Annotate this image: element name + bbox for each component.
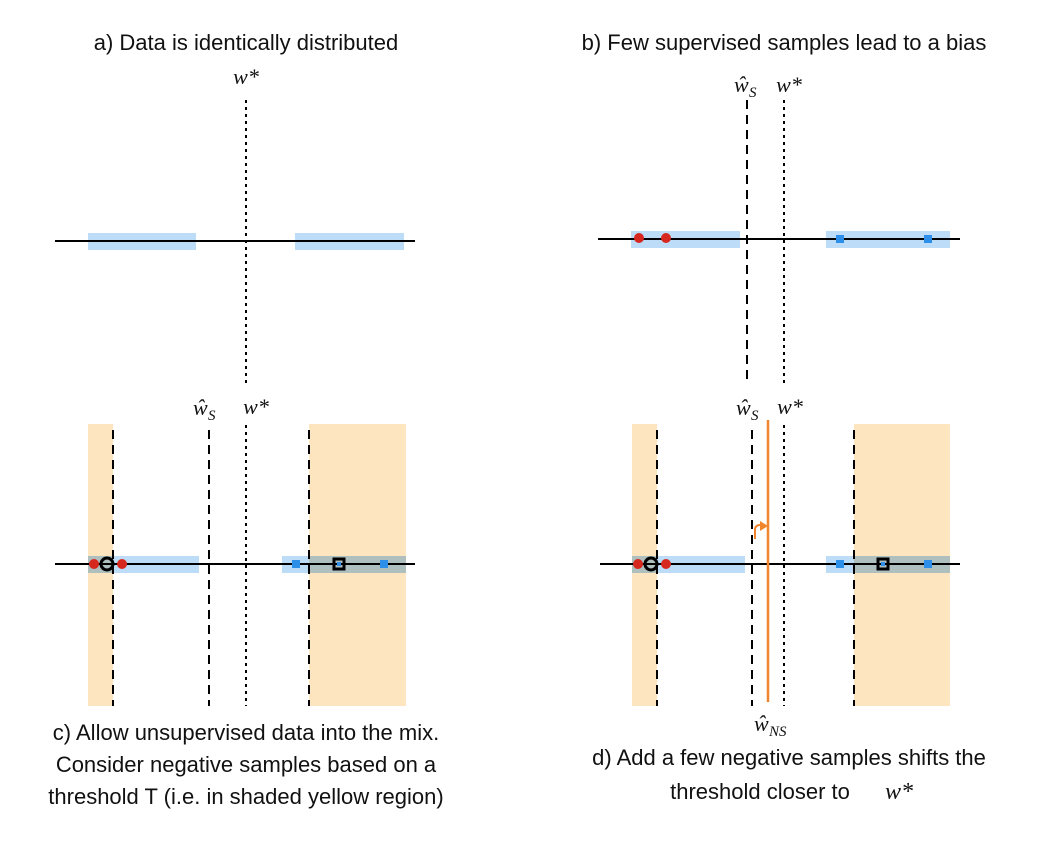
- panel-d-negative-centroid: [643, 556, 659, 572]
- panel-d-ws-label: ŵ: [736, 395, 751, 420]
- panel-d-w-star-label: w*: [777, 394, 803, 419]
- panel-d-caption-line-1: d) Add a few negative samples shifts the: [592, 745, 986, 770]
- panel-d-shift-arrow-head: [760, 521, 768, 531]
- panel-c-negative-centroid: [99, 556, 115, 572]
- panel-b: b) Few supervised samples lead to a bias…: [582, 30, 987, 384]
- panel-b-ws-subscript: S: [749, 85, 757, 101]
- panel-b-positive-sample: [924, 235, 932, 243]
- panel-b-positive-sample: [836, 235, 844, 243]
- panel-c-caption-line-3: threshold T (i.e. in shaded yellow regio…: [48, 784, 443, 809]
- panel-d-shift-arrow: [754, 524, 761, 539]
- panel-d-wns-subscript: NS: [768, 724, 787, 740]
- panel-a: a) Data is identically distributed w*: [55, 30, 415, 384]
- panel-c-ws-label: ŵ: [193, 395, 208, 420]
- panel-c-w-star-label: w*: [243, 394, 269, 419]
- panel-d-positive-centroid-core: [881, 562, 885, 566]
- panel-b-caption: b) Few supervised samples lead to a bias: [582, 30, 987, 55]
- panel-c-negative-sample: [117, 559, 127, 569]
- panel-c-positive-sample: [380, 560, 388, 568]
- panel-c-positive-centroid-core: [337, 562, 341, 566]
- panel-d-wns-label: ŵ: [754, 711, 769, 736]
- panel-a-w-star-label: w*: [233, 64, 259, 89]
- panel-b-negative-sample: [634, 233, 644, 243]
- panel-d-positive-sample: [836, 560, 844, 568]
- panel-c-ws-subscript: S: [208, 408, 216, 424]
- panel-c-positive-sample: [292, 560, 300, 568]
- panel-b-w-star-label: w*: [776, 72, 802, 97]
- panel-d-ws-subscript: S: [751, 408, 759, 424]
- panel-b-negative-sample: [661, 233, 671, 243]
- panel-c-positive-centroid: [332, 557, 346, 571]
- panel-a-caption: a) Data is identically distributed: [94, 30, 398, 55]
- panel-d-positive-sample: [924, 560, 932, 568]
- panel-c: ŵ S w* c) Allow unsupervised data into t…: [48, 394, 443, 809]
- panel-d-negative-sample: [633, 559, 643, 569]
- panel-c-caption-line-2: Consider negative samples based on a: [56, 752, 437, 777]
- panel-c-negative-sample: [89, 559, 99, 569]
- panel-b-ws-label: ŵ: [734, 72, 749, 97]
- panel-c-caption-line-1: c) Allow unsupervised data into the mix.: [53, 720, 439, 745]
- panel-d-caption-line-2: threshold closer to: [670, 779, 850, 804]
- panel-d: ŵ S w* ŵ NS d) Add a few negative sample…: [592, 394, 986, 805]
- panel-d-positive-centroid: [876, 557, 890, 571]
- panel-d-negative-sample: [661, 559, 671, 569]
- panel-d-caption-w-star: w*: [885, 779, 913, 805]
